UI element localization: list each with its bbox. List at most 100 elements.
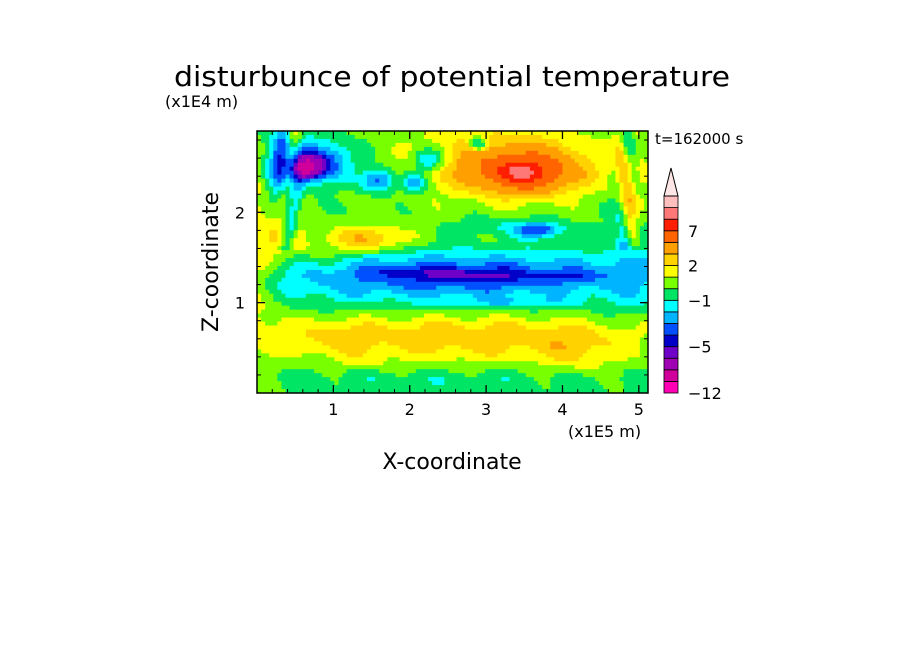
contour-cell (362, 210, 368, 215)
contour-cell (448, 198, 454, 204)
contour-cell (350, 333, 356, 339)
contour-cell (562, 222, 568, 227)
contour-cell (595, 297, 600, 303)
contour-cell (277, 138, 283, 144)
contour-cell (529, 273, 535, 279)
contour-cell (277, 162, 283, 168)
contour-cell (293, 142, 299, 148)
contour-cell (285, 142, 291, 148)
contour-cell (371, 242, 376, 247)
contour-cell (448, 301, 454, 307)
contour-cell (448, 150, 454, 156)
contour-cell (354, 265, 360, 271)
contour-cell (326, 254, 331, 259)
contour-cell (485, 166, 490, 172)
contour-cell (371, 273, 376, 279)
contour-cell (387, 333, 392, 339)
contour-cell (599, 325, 604, 331)
contour-cell (309, 333, 315, 339)
contour-cell (456, 190, 462, 196)
contour-cell (513, 313, 519, 319)
contour-cell (631, 321, 637, 327)
contour-cell (346, 285, 352, 291)
contour-cell (432, 182, 437, 188)
contour-cell (590, 297, 596, 303)
contour-cell (265, 269, 270, 275)
contour-cell (570, 246, 576, 251)
contour-cell (582, 277, 588, 283)
contour-cell (554, 325, 559, 331)
contour-cell (570, 162, 576, 168)
contour-cell (269, 190, 274, 196)
contour-cell (428, 190, 433, 196)
contour-cell (301, 202, 307, 208)
contour-cell (277, 214, 283, 219)
contour-cell (513, 158, 519, 164)
contour-cell (562, 301, 568, 307)
contour-cell (383, 131, 388, 136)
contour-cell (362, 321, 368, 327)
contour-cell (301, 250, 307, 255)
contour-cell (590, 313, 596, 319)
chart-title: disturbunce of potential temperature (174, 60, 730, 93)
contour-cell (362, 198, 368, 204)
contour-cell (489, 246, 494, 251)
contour-cell (432, 254, 437, 259)
contour-cell (542, 166, 547, 172)
contour-cell (452, 262, 458, 267)
contour-cell (627, 186, 633, 192)
contour-cell (570, 277, 576, 283)
contour-cell (436, 329, 441, 335)
contour-cell (464, 289, 470, 295)
contour-cell (411, 194, 417, 200)
contour-cell (379, 333, 384, 339)
contour-cell (362, 186, 368, 192)
contour-cell (562, 131, 568, 136)
contour-cell (281, 269, 287, 275)
contour-cell (472, 317, 478, 323)
contour-cell (501, 131, 507, 136)
contour-cell (607, 234, 612, 239)
contour-cell (285, 226, 291, 231)
contour-cell (407, 222, 413, 227)
contour-cell (293, 285, 299, 291)
contour-cell (558, 301, 564, 307)
contour-cell (489, 285, 494, 291)
contour-cell (285, 305, 291, 311)
contour-cell (265, 226, 270, 231)
contour-cell (631, 174, 637, 180)
contour-cell (350, 293, 356, 299)
contour-cell (546, 329, 551, 335)
contour-cell (627, 222, 633, 227)
contour-cell (619, 285, 625, 291)
contour-cell (342, 285, 348, 291)
contour-cell (273, 250, 278, 255)
contour-cell (501, 250, 507, 255)
contour-cell (643, 194, 648, 200)
contour-cell (444, 138, 450, 144)
contour-cell (485, 265, 490, 271)
contour-cell (493, 230, 498, 235)
contour-cell (586, 178, 592, 184)
contour-cell (423, 150, 429, 156)
contour-cell (538, 230, 543, 235)
contour-cell (623, 166, 629, 172)
contour-cell (432, 321, 437, 327)
contour-cell (432, 281, 437, 287)
contour-cell (301, 218, 307, 223)
contour-cell (403, 246, 409, 251)
contour-cell (509, 182, 515, 188)
contour-cell (635, 321, 641, 327)
contour-cell (562, 214, 568, 219)
contour-cell (533, 134, 539, 140)
contour-cell (493, 333, 498, 339)
contour-cell (472, 254, 478, 259)
contour-cell (460, 250, 466, 255)
contour-cell (485, 178, 490, 184)
contour-cell (407, 321, 413, 327)
contour-cell (371, 206, 376, 211)
contour-cell (326, 305, 331, 311)
contour-cell (574, 246, 580, 251)
contour-cell (395, 198, 401, 204)
contour-cell (326, 210, 331, 215)
